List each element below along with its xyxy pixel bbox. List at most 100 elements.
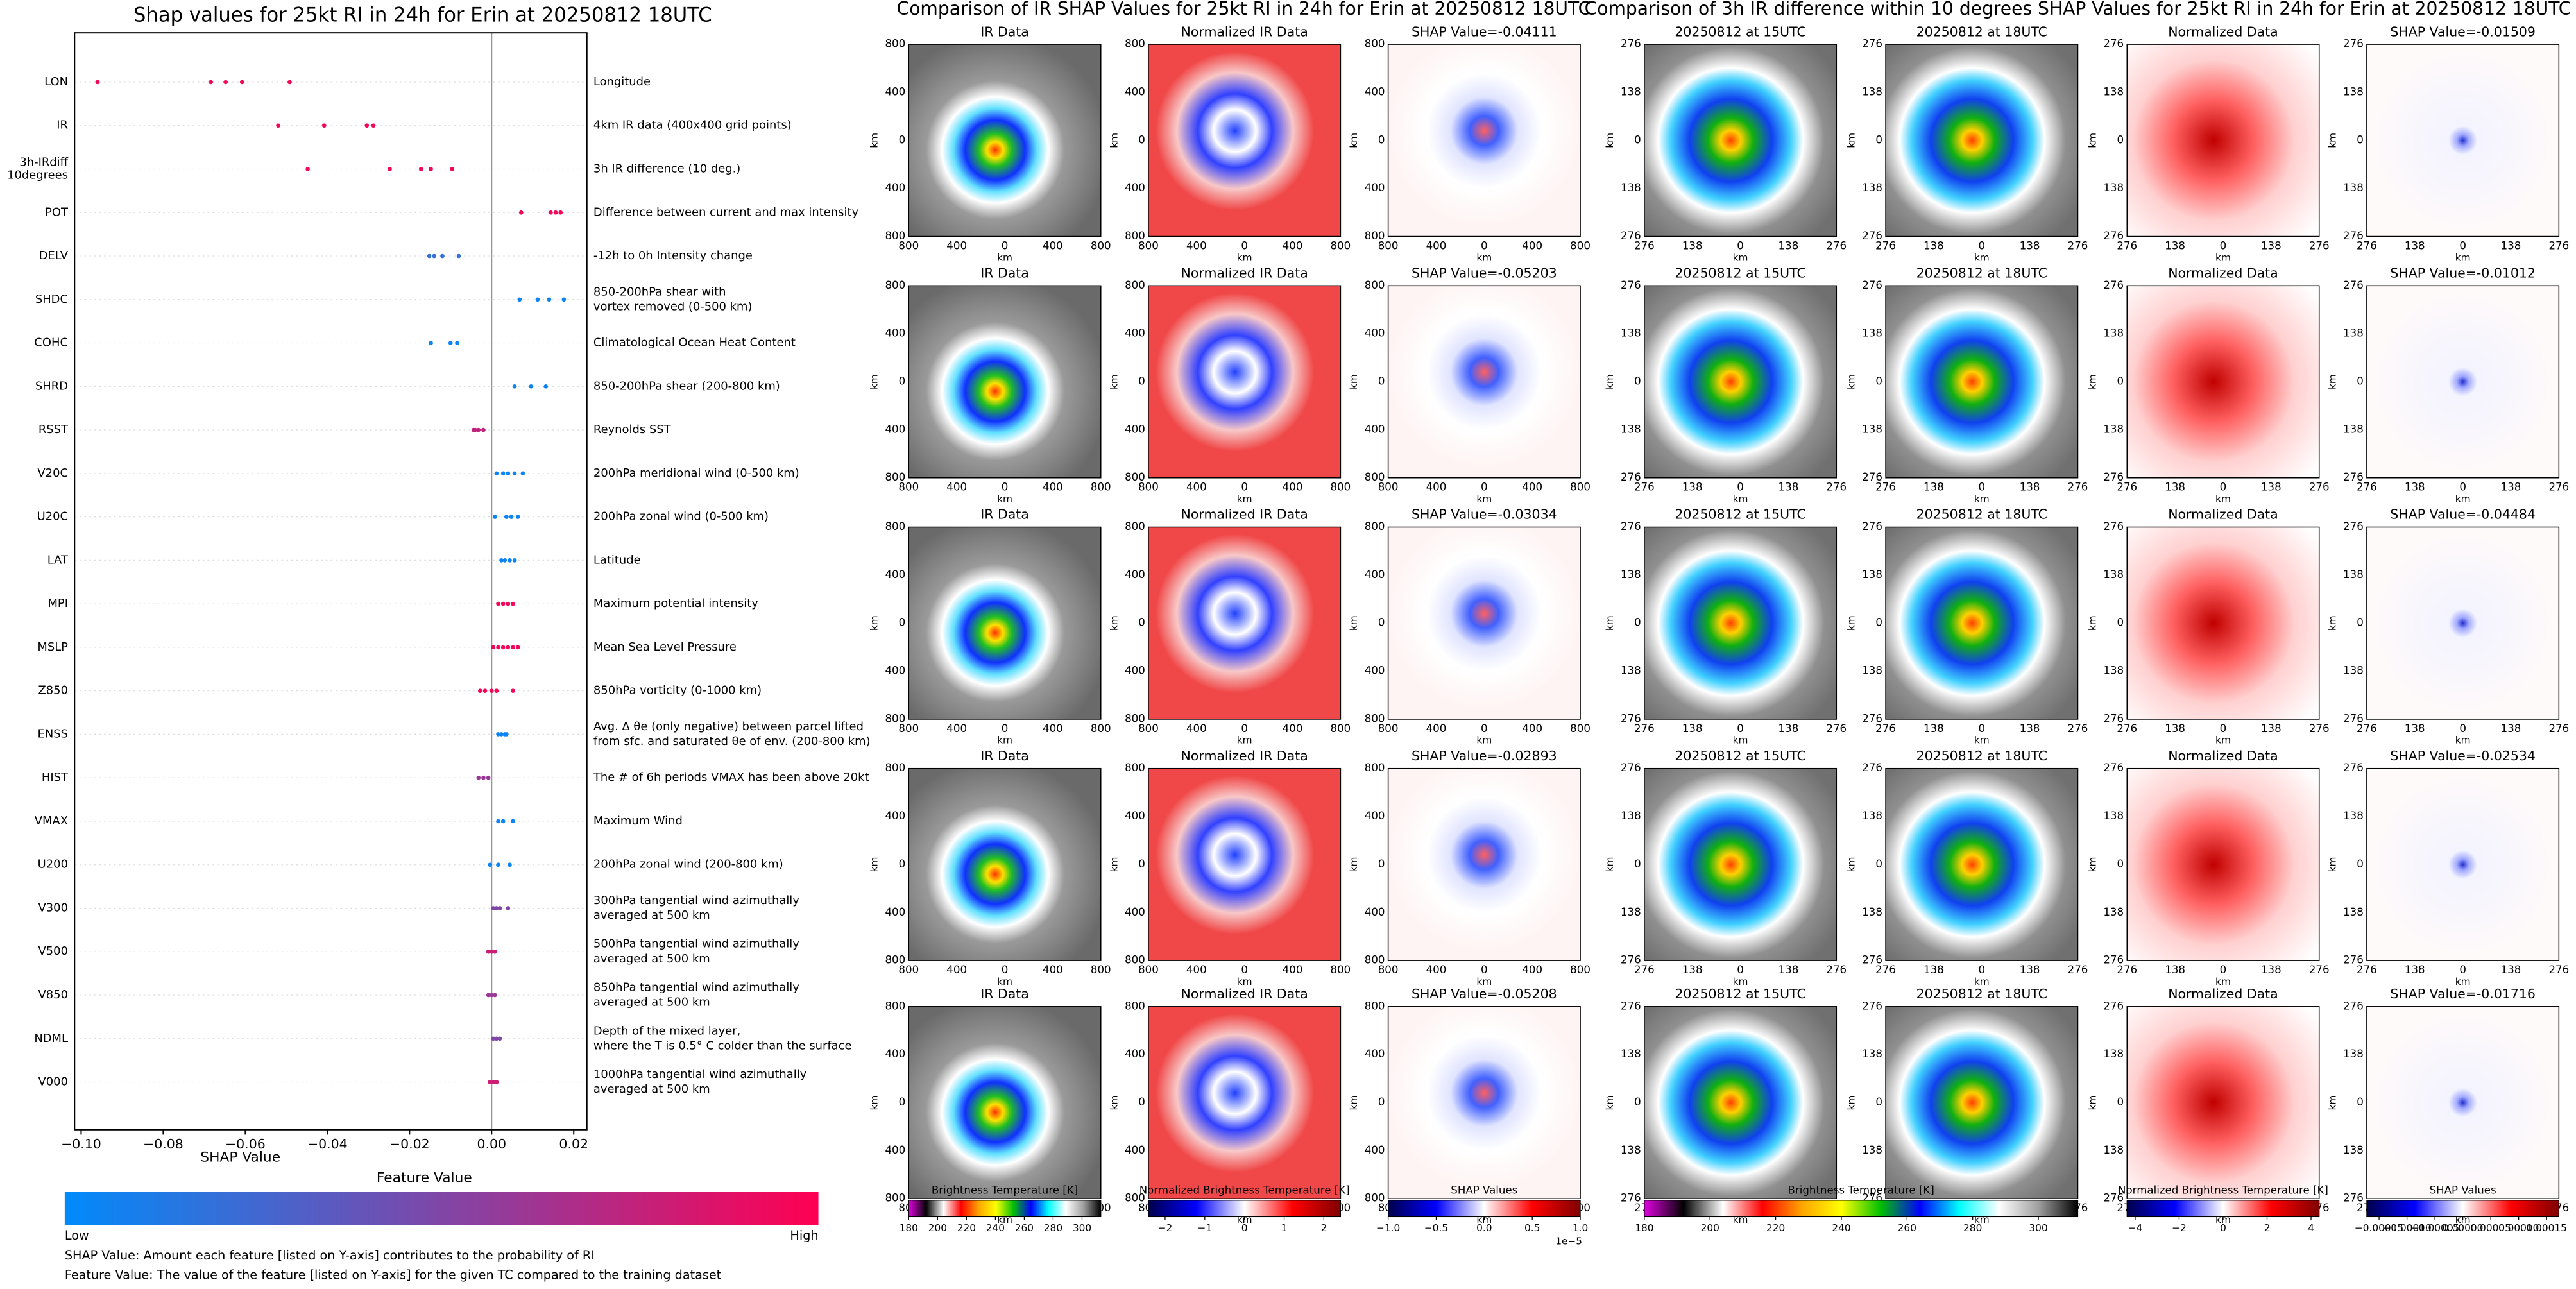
y-tick-label: 276 bbox=[1621, 471, 1641, 483]
y-tick-label: 400 bbox=[885, 423, 905, 435]
x-tick-label: 138 bbox=[2020, 964, 2040, 976]
x-tick-label: −0.06 bbox=[225, 1136, 266, 1152]
panel-title: 20250812 at 15UTC bbox=[1675, 986, 1805, 1002]
shap-point bbox=[504, 515, 509, 519]
feature-description: 200hPa meridional wind (0-500 km) bbox=[593, 466, 799, 480]
shap-point bbox=[497, 1036, 502, 1041]
x-axis-label: km bbox=[1974, 735, 1990, 746]
satellite-image bbox=[2366, 527, 2559, 719]
x-tick-label: 138 bbox=[1923, 481, 1944, 493]
x-axis-label: km bbox=[997, 976, 1012, 987]
y-tick-label: 400 bbox=[885, 1144, 905, 1156]
x-tick-label: 138 bbox=[1682, 481, 1703, 493]
y-tick-label: 138 bbox=[1621, 85, 1641, 98]
feature-label: SHRD bbox=[35, 379, 68, 393]
y-tick-label: 276 bbox=[2103, 954, 2124, 966]
y-tick-label: 276 bbox=[1621, 38, 1641, 50]
colorbar-high: High bbox=[790, 1228, 818, 1243]
x-tick-label: 800 bbox=[1091, 481, 1111, 493]
image-frame bbox=[2126, 285, 2320, 479]
y-tick-label: 800 bbox=[1365, 1000, 1385, 1012]
shap-point bbox=[440, 253, 445, 259]
feature-label: U20C bbox=[37, 510, 68, 524]
shap-point bbox=[476, 775, 481, 780]
feature-description: 1000hPa tangential wind azimuthally avera… bbox=[593, 1068, 807, 1096]
panel-title: 20250812 at 18UTC bbox=[1916, 507, 2047, 522]
shap-point bbox=[482, 688, 488, 693]
x-tick-label: 276 bbox=[1875, 964, 1896, 976]
x-tick-label: 138 bbox=[1923, 239, 1944, 252]
colorbar-tick-label: 300 bbox=[2029, 1222, 2047, 1234]
shap-point bbox=[489, 993, 494, 998]
satellite-image bbox=[1148, 768, 1341, 961]
colorbar bbox=[1387, 1200, 1581, 1218]
y-tick-label: 276 bbox=[2343, 762, 2364, 774]
y-tick-label: 0 bbox=[1875, 617, 1882, 629]
image-frame bbox=[1148, 526, 1342, 720]
y-tick-label: 400 bbox=[885, 327, 905, 339]
feature-label: NDML bbox=[34, 1032, 68, 1045]
panel-title: IR Data bbox=[980, 986, 1029, 1002]
x-axis-label: km bbox=[1237, 735, 1252, 746]
x-tick-label: 0 bbox=[2220, 722, 2227, 735]
image-frame bbox=[1644, 526, 1838, 720]
x-tick-label: 138 bbox=[2405, 964, 2425, 976]
feature-label: V20C bbox=[37, 466, 68, 480]
image-frame bbox=[2126, 44, 2320, 237]
x-tick-label: 800 bbox=[1138, 239, 1159, 252]
x-tick-label: 0 bbox=[1737, 964, 1744, 976]
satellite-image bbox=[1886, 527, 2078, 719]
colorbar-tick-label: 240 bbox=[986, 1222, 1005, 1234]
x-axis-label: km bbox=[1733, 976, 1748, 987]
colorbar bbox=[64, 1192, 819, 1225]
y-tick-label: 138 bbox=[2343, 423, 2364, 435]
satellite-image bbox=[1388, 527, 1581, 719]
y-tick-label: 800 bbox=[885, 712, 905, 724]
x-tick-label: 400 bbox=[1426, 964, 1447, 976]
x-axis-label: km bbox=[2215, 976, 2231, 987]
x-tick-label: 400 bbox=[1426, 722, 1447, 735]
panel-title: IR Data bbox=[980, 748, 1029, 764]
colorbar-label: Brightness Temperature [K] bbox=[932, 1184, 1078, 1197]
shap-point bbox=[561, 297, 567, 302]
x-tick-label: 138 bbox=[1778, 481, 1799, 493]
y-tick-label: 400 bbox=[1365, 423, 1385, 435]
y-tick-label: 0 bbox=[1875, 1096, 1882, 1108]
y-tick-label: 276 bbox=[2103, 520, 2124, 533]
x-tick-label: 0 bbox=[2220, 239, 2227, 252]
shap-point bbox=[364, 123, 370, 128]
y-tick-label: 276 bbox=[2103, 712, 2124, 724]
x-tick-label: 276 bbox=[2068, 239, 2088, 252]
x-tick-label: 800 bbox=[1091, 964, 1111, 976]
feature-label: MSLP bbox=[37, 640, 68, 654]
y-tick-label: 138 bbox=[2103, 810, 2124, 822]
x-tick-label: 800 bbox=[898, 481, 919, 493]
y-axis-label: km bbox=[1108, 1095, 1120, 1111]
panel-title: IR Data bbox=[980, 507, 1029, 522]
y-tick-label: 276 bbox=[1621, 1192, 1641, 1204]
image-frame bbox=[2366, 1006, 2560, 1200]
shap-point bbox=[511, 688, 515, 693]
y-tick-label: 400 bbox=[885, 1048, 905, 1060]
feature-description: The # of 6h periods VMAX has been above … bbox=[593, 771, 869, 784]
y-axis-label: km bbox=[1348, 1095, 1360, 1111]
y-tick-label: 800 bbox=[1365, 279, 1385, 291]
feature-description: 3h IR difference (10 deg.) bbox=[593, 162, 740, 175]
satellite-image bbox=[908, 527, 1101, 719]
x-tick-label: 138 bbox=[2165, 239, 2185, 252]
y-tick-label: 276 bbox=[1862, 230, 1882, 242]
y-tick-label: 0 bbox=[1634, 617, 1641, 629]
y-tick-label: 276 bbox=[2343, 712, 2364, 724]
x-tick-label: 138 bbox=[2501, 722, 2521, 735]
shap-point bbox=[529, 384, 534, 389]
y-axis-label: km bbox=[1845, 133, 1857, 148]
x-tick-label: 800 bbox=[1138, 481, 1159, 493]
x-axis-label: km bbox=[2215, 735, 2231, 746]
feature-description: Maximum Wind bbox=[593, 814, 683, 828]
colorbar-tick-label: −2 bbox=[1158, 1222, 1173, 1234]
x-tick-label: 138 bbox=[2165, 722, 2185, 735]
x-tick-label: 276 bbox=[2548, 239, 2569, 252]
shap-point bbox=[239, 80, 244, 85]
shap-point bbox=[496, 732, 500, 737]
